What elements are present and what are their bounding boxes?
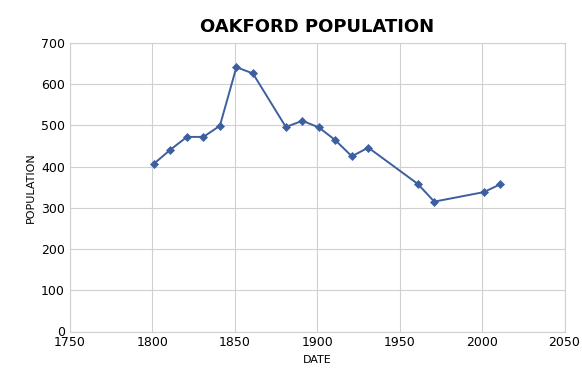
X-axis label: DATE: DATE [303, 355, 332, 365]
Y-axis label: POPULATION: POPULATION [26, 152, 36, 223]
Title: OAKFORD POPULATION: OAKFORD POPULATION [200, 18, 434, 36]
